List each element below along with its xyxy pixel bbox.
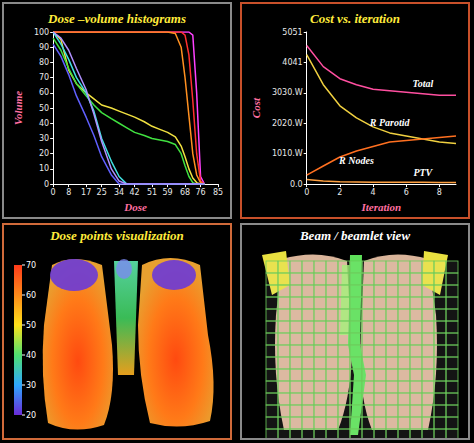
svg-text:4041: 4041 (282, 58, 302, 67)
svg-text:68: 68 (180, 188, 190, 197)
svg-text:8: 8 (66, 188, 71, 197)
svg-text:4: 4 (371, 188, 376, 197)
svg-text:60: 60 (26, 291, 36, 300)
svg-text:Iteration: Iteration (360, 201, 401, 213)
svg-text:51: 51 (147, 188, 157, 197)
svg-text:50: 50 (39, 104, 49, 113)
svg-text:0: 0 (304, 188, 309, 197)
svg-text:20: 20 (39, 149, 49, 158)
svg-text:17: 17 (81, 188, 91, 197)
html-text:Beam / beamlet view: Beam / beamlet view (299, 228, 411, 243)
svg-text:10: 10 (39, 164, 49, 173)
svg-text:0: 0 (44, 180, 49, 189)
svg-text:34: 34 (114, 188, 124, 197)
svg-text:30: 30 (26, 381, 36, 390)
svg-text:3030.W: 3030.W (272, 88, 303, 97)
svg-text:R Nodes: R Nodes (338, 155, 374, 166)
svg-text:Dose –volume histograms: Dose –volume histograms (47, 11, 186, 26)
svg-text:0.0: 0.0 (290, 180, 303, 189)
svg-text:Cost vs. iteration: Cost vs. iteration (310, 11, 400, 26)
svg-text:Volume: Volume (12, 91, 24, 125)
svg-text:5051: 5051 (282, 28, 302, 37)
svg-text:Cost: Cost (250, 97, 262, 118)
svg-text:2: 2 (337, 188, 342, 197)
svg-text:1010.W: 1010.W (272, 149, 303, 158)
svg-text:50: 50 (26, 321, 36, 330)
svg-text:42: 42 (130, 188, 140, 197)
svg-text:25: 25 (97, 188, 107, 197)
svg-text:Dose: Dose (123, 201, 147, 213)
svg-text:85: 85 (213, 188, 223, 197)
svg-text:60: 60 (39, 88, 49, 97)
svg-text:R Parotid: R Parotid (369, 117, 411, 128)
svg-text:59: 59 (162, 188, 172, 197)
svg-text:6: 6 (404, 188, 409, 197)
svg-text:Total: Total (412, 78, 433, 89)
svg-text:70: 70 (26, 261, 36, 270)
svg-text:2020.W: 2020.W (272, 119, 303, 128)
svg-text:30: 30 (39, 134, 49, 143)
svg-text:0: 0 (51, 188, 56, 197)
svg-text:40: 40 (39, 119, 49, 128)
svg-text:100: 100 (34, 28, 49, 37)
html-text:Dose points visualization: Dose points visualization (50, 228, 184, 243)
svg-text:40: 40 (26, 351, 36, 360)
svg-text:8: 8 (437, 188, 442, 197)
svg-text:PTV: PTV (413, 167, 433, 178)
svg-text:70: 70 (39, 73, 49, 82)
svg-text:76: 76 (195, 188, 205, 197)
svg-text:80: 80 (39, 58, 49, 67)
svg-text:20: 20 (26, 411, 36, 420)
svg-text:90: 90 (39, 43, 49, 52)
